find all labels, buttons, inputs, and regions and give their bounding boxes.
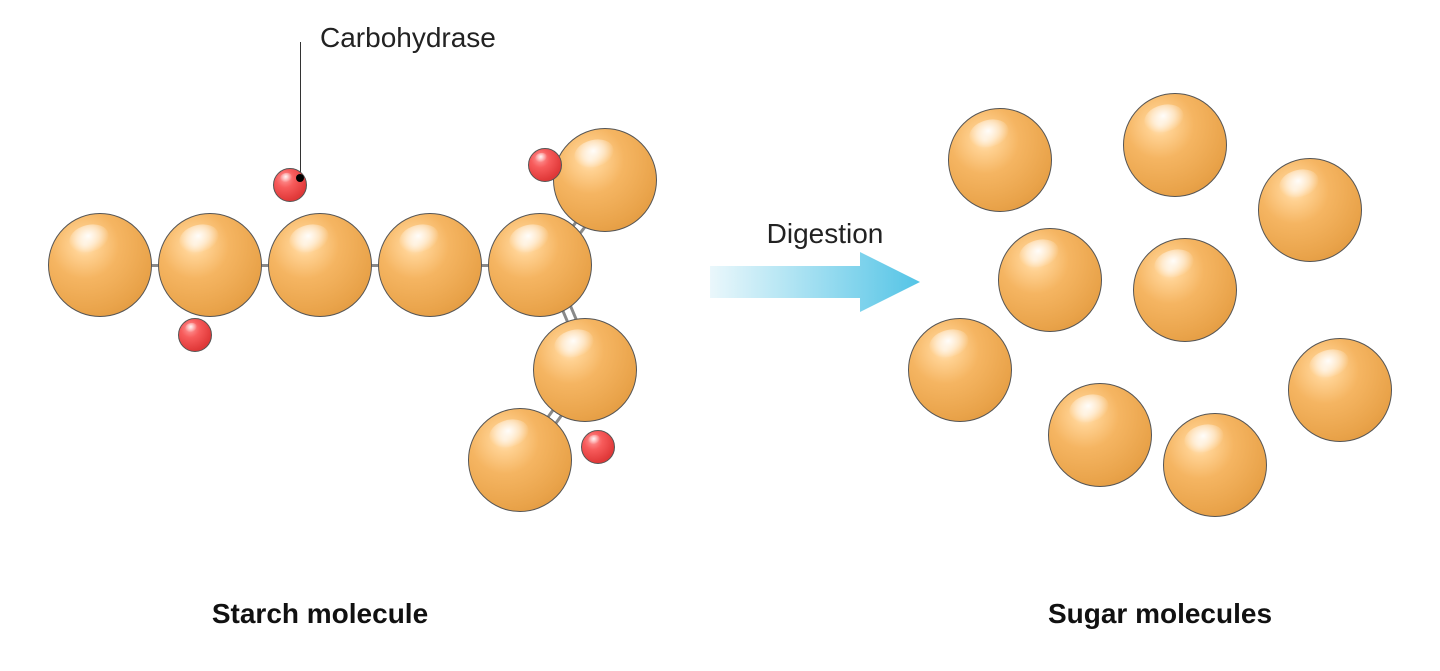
starch-monomer (158, 213, 262, 317)
arrow-label: Digestion (760, 218, 890, 250)
left-title: Starch molecule (190, 598, 450, 630)
starch-branch-monomer (468, 408, 572, 512)
starch-monomer (378, 213, 482, 317)
enzyme-pointer-tip (296, 174, 304, 182)
enzyme-pointer-line (300, 42, 301, 176)
sugar-molecule (1123, 93, 1227, 197)
starch-branch-monomer (553, 128, 657, 232)
carbohydrase-enzyme (178, 318, 212, 352)
diagram-stage: { "labels": { "enzyme": "Carbohydrase", … (0, 0, 1440, 671)
sugar-molecule (1163, 413, 1267, 517)
carbohydrase-enzyme (273, 168, 307, 202)
digestion-arrow-icon (710, 252, 920, 317)
sugar-molecule (1048, 383, 1152, 487)
sugar-molecule (998, 228, 1102, 332)
enzyme-label: Carbohydrase (320, 22, 496, 54)
right-title: Sugar molecules (1030, 598, 1290, 630)
carbohydrase-enzyme (581, 430, 615, 464)
starch-monomer (268, 213, 372, 317)
starch-monomer (488, 213, 592, 317)
sugar-molecule (1258, 158, 1362, 262)
carbohydrase-enzyme (528, 148, 562, 182)
sugar-molecule (1133, 238, 1237, 342)
sugar-molecule (948, 108, 1052, 212)
starch-monomer (48, 213, 152, 317)
sugar-molecule (908, 318, 1012, 422)
sugar-molecule (1288, 338, 1392, 442)
starch-branch-monomer (533, 318, 637, 422)
